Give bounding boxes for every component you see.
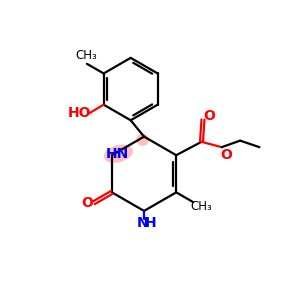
Text: HN: HN xyxy=(106,147,129,161)
Text: O: O xyxy=(220,148,232,162)
Text: O: O xyxy=(81,196,93,210)
Text: N: N xyxy=(137,216,148,230)
Text: O: O xyxy=(204,109,215,123)
Text: H: H xyxy=(145,216,156,230)
Ellipse shape xyxy=(136,134,149,146)
Text: CH₃: CH₃ xyxy=(190,200,212,213)
Text: CH₃: CH₃ xyxy=(76,49,97,62)
Text: HO: HO xyxy=(68,106,91,120)
Ellipse shape xyxy=(104,145,133,163)
